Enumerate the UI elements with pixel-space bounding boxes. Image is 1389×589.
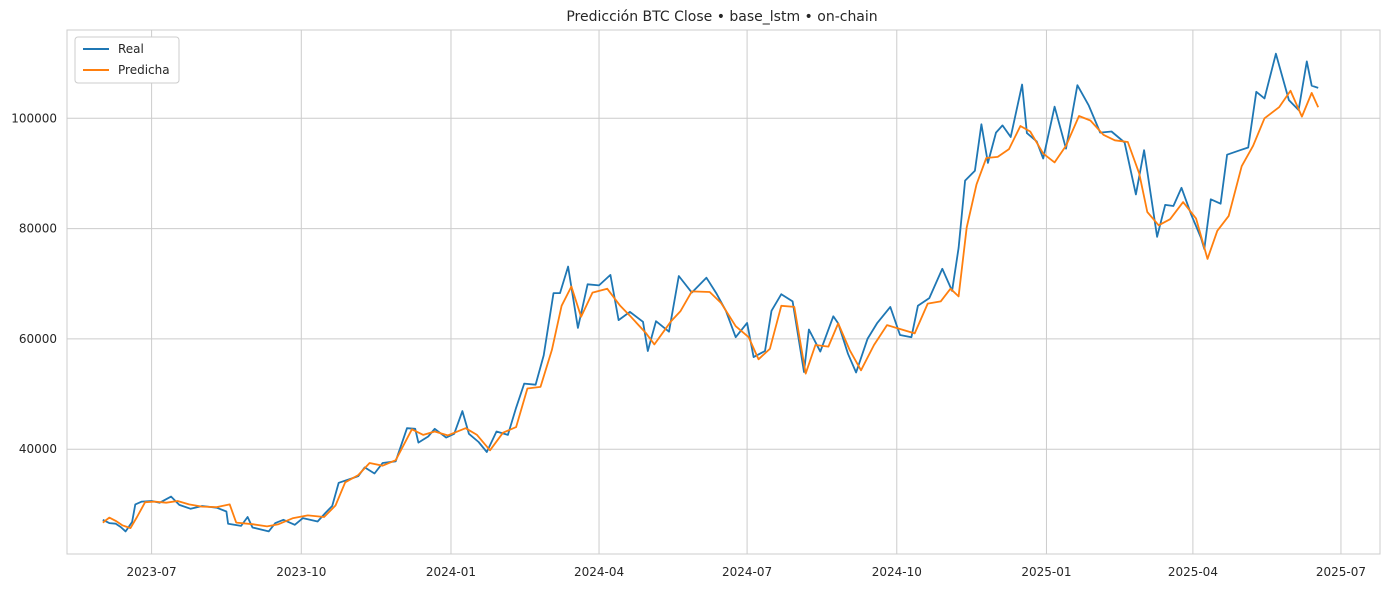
y-tick-label: 60000 bbox=[19, 332, 57, 346]
legend-label: Predicha bbox=[118, 63, 170, 77]
x-tick-label: 2023-07 bbox=[127, 565, 177, 579]
series-lines bbox=[102, 52, 1320, 533]
x-tick-label: 2025-01 bbox=[1021, 565, 1071, 579]
chart-title: Predicción BTC Close • base_lstm • on-ch… bbox=[566, 9, 877, 25]
legend-label: Real bbox=[118, 42, 144, 56]
x-tick-label: 2024-04 bbox=[574, 565, 624, 579]
x-tick-label: 2025-04 bbox=[1168, 565, 1218, 579]
y-tick-label: 40000 bbox=[19, 442, 57, 456]
x-tick-label: 2024-10 bbox=[872, 565, 922, 579]
series-line-predicha bbox=[102, 89, 1320, 529]
plot-area-frame bbox=[66, 29, 1381, 555]
legend: Real Predicha bbox=[74, 36, 180, 84]
y-tick-label: 80000 bbox=[19, 222, 57, 236]
grid-lines bbox=[67, 30, 1380, 554]
y-tick-label: 100000 bbox=[11, 111, 57, 125]
x-axis-ticks: 2023-07 2023-10 2024-01 2024-04 2024-07 2024-… bbox=[127, 565, 1366, 579]
x-tick-label: 2023-10 bbox=[276, 565, 326, 579]
x-tick-label: 2024-07 bbox=[722, 565, 772, 579]
y-axis-ticks: 40000 60000 80000 100000 bbox=[11, 111, 57, 456]
x-tick-label: 2025-07 bbox=[1316, 565, 1366, 579]
x-tick-label: 2024-01 bbox=[426, 565, 476, 579]
